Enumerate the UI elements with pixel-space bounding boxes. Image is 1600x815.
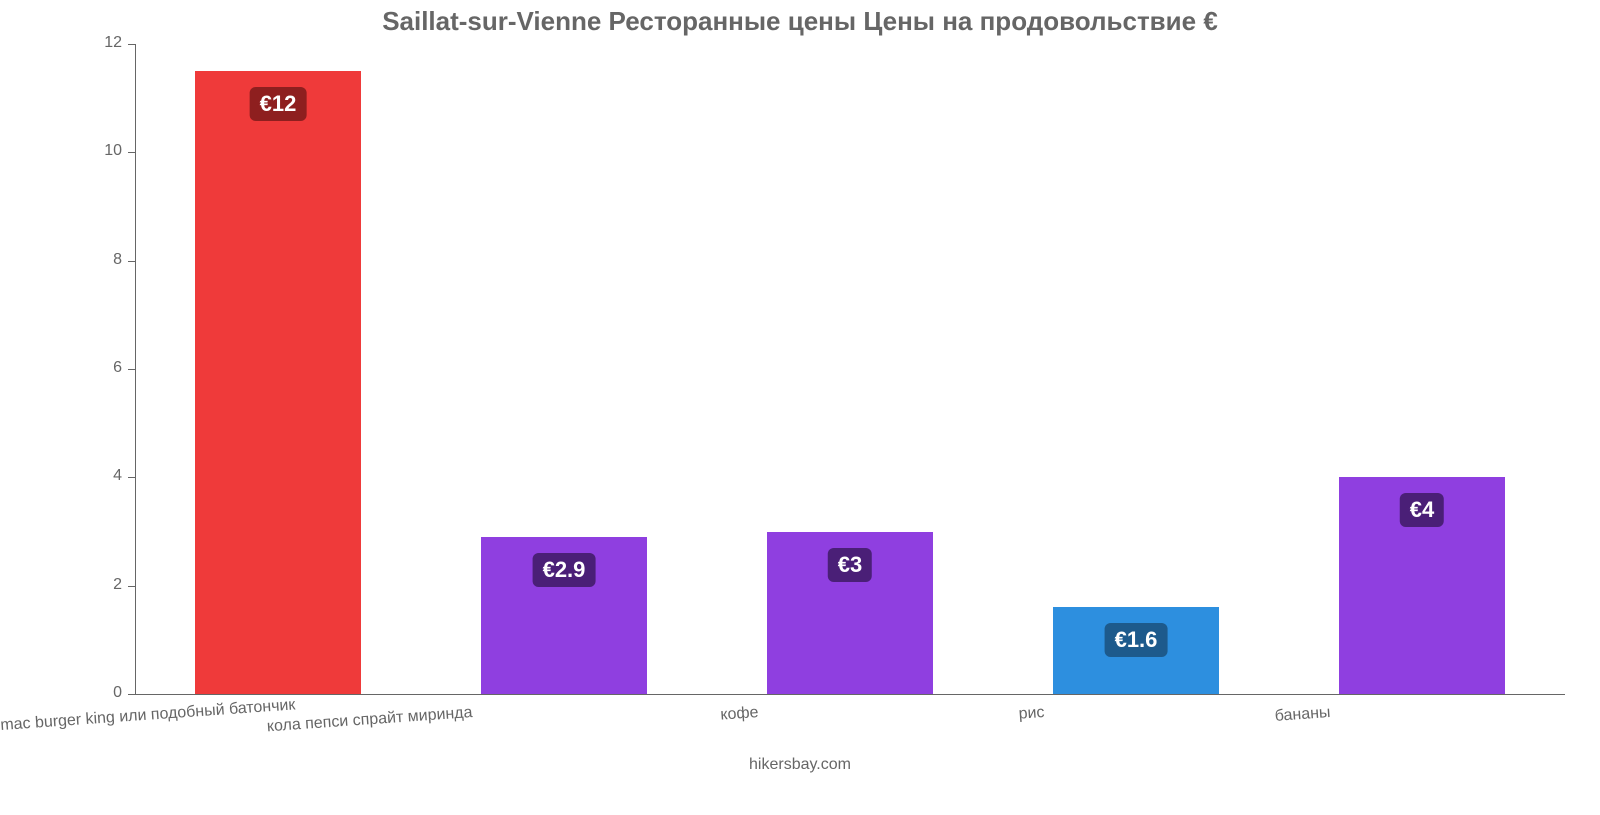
y-tick-label: 4 <box>113 467 122 485</box>
y-tick-label: 12 <box>104 34 122 52</box>
y-tick-label: 6 <box>113 359 122 377</box>
y-tick-label: 2 <box>113 576 122 594</box>
price-bar-chart: Saillat-sur-Vienne Ресторанные цены Цены… <box>0 0 1600 800</box>
x-axis-line <box>135 694 1565 695</box>
y-tick-mark <box>128 586 135 587</box>
bar <box>195 71 361 694</box>
y-tick-label: 0 <box>113 684 122 702</box>
y-tick-label: 10 <box>104 142 122 160</box>
bar-value-label: €3 <box>828 548 872 582</box>
chart-title: Saillat-sur-Vienne Ресторанные цены Цены… <box>0 6 1600 37</box>
bar-value-label: €12 <box>250 87 307 121</box>
y-tick-mark <box>128 261 135 262</box>
bar-value-label: €1.6 <box>1105 623 1168 657</box>
y-tick-mark <box>128 694 135 695</box>
y-tick-label: 8 <box>113 251 122 269</box>
bar-value-label: €2.9 <box>533 553 596 587</box>
bar-value-label: €4 <box>1400 493 1444 527</box>
y-tick-mark <box>128 152 135 153</box>
y-tick-mark <box>128 369 135 370</box>
y-tick-mark <box>128 44 135 45</box>
y-axis-line <box>135 44 136 694</box>
y-tick-mark <box>128 477 135 478</box>
